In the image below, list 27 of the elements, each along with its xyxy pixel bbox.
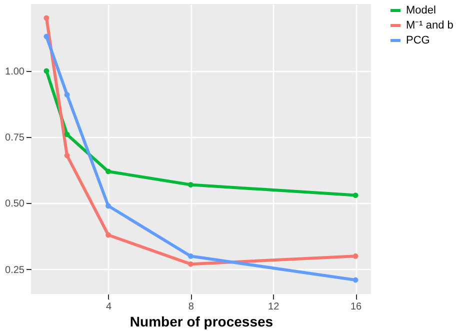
x-tick-label: 8 [188, 302, 194, 312]
x-tick-label: 4 [106, 302, 112, 312]
x-axis-title: Number of processes [130, 314, 274, 330]
point [352, 192, 358, 198]
point [44, 15, 50, 21]
legend-label: Model [406, 4, 436, 16]
point [188, 261, 194, 267]
point [106, 232, 112, 238]
legend-label: M⁻¹ and b [406, 20, 454, 32]
point [106, 203, 112, 209]
point [64, 92, 70, 98]
y-tick-label: 1.00 [5, 66, 25, 78]
point [188, 182, 194, 188]
x-tick-label: 16 [350, 302, 362, 312]
point [44, 34, 50, 40]
point [44, 68, 50, 74]
point [352, 253, 358, 259]
x-tick-label: 12 [268, 302, 280, 312]
y-tick-label: 0.25 [5, 264, 25, 276]
y-tick-label: 0.50 [5, 198, 25, 210]
point [188, 253, 194, 259]
y-tick-label: 0.75 [5, 132, 25, 144]
point [352, 277, 358, 283]
point [106, 168, 112, 174]
point [64, 132, 70, 138]
point [64, 152, 70, 158]
legend-label: PCG [406, 34, 430, 46]
